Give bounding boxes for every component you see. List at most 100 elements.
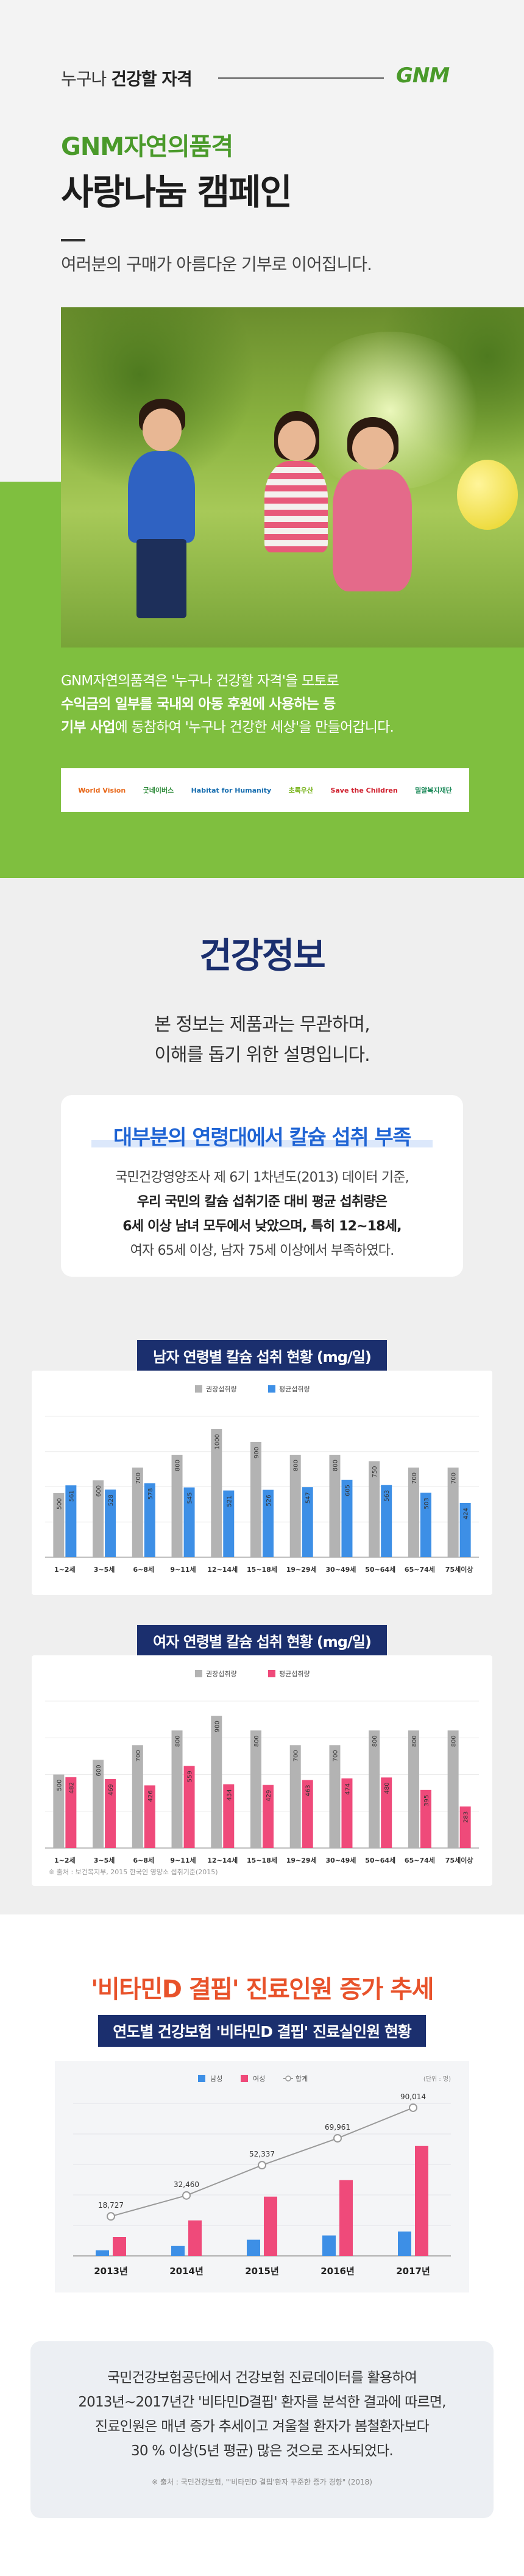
category-label: 50~64세 <box>365 1565 395 1574</box>
total-point <box>107 2212 115 2221</box>
bar <box>183 1487 195 1557</box>
category-label: 2015년 <box>245 2266 279 2277</box>
note-line: 본 정보는 제품과는 무관하며, <box>154 1014 370 1035</box>
vitd-chart: 남성 여성 합계 (단위 : 명) 2013년 2014년 2015년 2016년 2017년 1… <box>55 2061 469 2292</box>
boy-shirt <box>128 451 195 543</box>
desc-line: GNM자연의품격은 '누구나 건강할 자격'을 모토로 <box>61 673 339 689</box>
bar <box>420 1493 431 1557</box>
bar-value-label: 528 <box>108 1494 115 1506</box>
title-rule <box>61 239 85 241</box>
vitd-line: 진료인원은 매년 증가 추세이고 겨울철 환자가 봄철환자보다 <box>94 2419 430 2435</box>
card-title: 대부분의 연령대에서 칼슘 섭취 부족 <box>113 1126 412 1150</box>
category-label: 50~64세 <box>365 1856 395 1864</box>
category-label: 12~14세 <box>207 1565 238 1574</box>
bar-value-label: 700 <box>135 1472 142 1484</box>
girl-dress-pink <box>333 469 412 591</box>
bar <box>263 1490 274 1557</box>
bar <box>341 1479 353 1557</box>
bar-value-label: 700 <box>332 1750 339 1761</box>
bar <box>381 1777 392 1848</box>
vitd-line: 2013년~2017년간 '비타민D결핍' 환자를 분석한 결과에 따르면, <box>78 2394 446 2410</box>
card-line: 여자 65세 이상, 남자 75세 이상에서 부족하였다. <box>130 1243 395 1258</box>
bar-value-label: 900 <box>253 1447 260 1458</box>
bar-value-label: 469 <box>108 1784 115 1796</box>
bar <box>53 1493 65 1557</box>
category-label: 2017년 <box>396 2266 430 2277</box>
bar <box>289 1745 301 1848</box>
category-label: 3~5세 <box>94 1856 115 1864</box>
bar-value-label: 521 <box>226 1496 233 1507</box>
bar <box>459 1502 471 1557</box>
chart-svg: 권장섭취량 평균섭취량 500 561 1~2세 600 528 3~5세 700 578 6~8세… <box>45 1385 479 1574</box>
legend-label: 여성 <box>253 2075 265 2083</box>
vitd-title: '비타민D 결핍' 진료인원 증가 추세 <box>91 1975 434 2003</box>
bar <box>211 1429 222 1557</box>
bar <box>459 1806 471 1848</box>
bar <box>408 1468 419 1557</box>
total-point <box>258 2161 266 2170</box>
legend-label: 권장섭취량 <box>206 1385 237 1393</box>
desc-line: 수익금의 일부를 국내외 아동 후원에 사용하는 등 <box>61 696 336 712</box>
bar <box>93 1760 104 1848</box>
bar <box>250 1730 261 1848</box>
bar <box>247 2239 260 2256</box>
bar-value-label: 605 <box>344 1485 351 1496</box>
tagline-rule <box>218 77 384 79</box>
sunlight-glow <box>292 332 487 490</box>
bar <box>188 2220 202 2256</box>
category-label: 2014년 <box>169 2266 204 2277</box>
bar-value-label: 474 <box>344 1783 351 1795</box>
bar-value-label: 561 <box>68 1490 75 1502</box>
bar-value-label: 800 <box>332 1460 339 1471</box>
category-label: 6~8세 <box>133 1565 154 1574</box>
total-value-label: 32,460 <box>174 2180 199 2189</box>
legend-label: 합계 <box>296 2075 308 2083</box>
category-label: 15~18세 <box>247 1856 277 1864</box>
legend-swatch <box>195 1670 202 1677</box>
bar <box>96 2250 109 2256</box>
health-title: 건강정보 <box>199 935 325 976</box>
bar <box>183 1766 195 1848</box>
total-point <box>182 2191 191 2200</box>
bar-value-label: 426 <box>147 1790 154 1802</box>
bar-value-label: 700 <box>135 1750 142 1761</box>
bar-value-label: 429 <box>266 1790 272 1802</box>
card-line: 국민건강영양조사 제 6기 1차년도(2013) 데이터 기준, <box>115 1170 409 1185</box>
child-head <box>352 427 394 469</box>
card-body: 국민건강영양조사 제 6기 1차년도(2013) 데이터 기준, 우리 국민의 … <box>0 1166 524 1263</box>
partner-green-umbrella: 초록우산 <box>288 787 314 794</box>
bar <box>171 1730 183 1848</box>
desc-line: 기부 사업에 동참하여 '누구나 건강한 세상'을 만들어갑니다. <box>61 719 394 735</box>
category-label: 1~2세 <box>54 1856 76 1864</box>
bar-value-label: 700 <box>293 1750 300 1761</box>
male-chart-title: 남자 연령별 칼슘 섭취 현황 (mg/일) <box>0 1340 524 1371</box>
bar-value-label: 800 <box>175 1735 182 1747</box>
bar <box>65 1485 77 1557</box>
category-label: 19~29세 <box>286 1565 317 1574</box>
legend-swatch <box>268 1670 275 1677</box>
bar-value-label: 800 <box>293 1460 300 1471</box>
category-label: 15~18세 <box>247 1565 277 1574</box>
bar-value-label: 545 <box>187 1493 194 1504</box>
bar-value-label: 800 <box>253 1735 260 1747</box>
bar <box>171 2246 185 2256</box>
bar-value-label: 900 <box>214 1721 221 1732</box>
title-highlight <box>91 1140 433 1147</box>
health-source: ※ 출처 : 보건복지부, 2015 한국인 영양소 섭취기준(2015) <box>49 1868 218 1876</box>
bar-value-label: 463 <box>305 1785 312 1796</box>
vitd-line: 30 % 이상(5년 평균) 많은 것으로 조사되었다. <box>131 2443 394 2459</box>
category-label: 30~49세 <box>325 1565 356 1574</box>
bar-value-label: 1000 <box>214 1434 221 1449</box>
category-label: 9~11세 <box>170 1856 196 1864</box>
vitd-card <box>30 2341 494 2518</box>
bar-value-label: 800 <box>372 1735 378 1747</box>
total-value-label: 52,337 <box>249 2150 275 2158</box>
bar <box>132 1745 143 1848</box>
total-value-label: 69,961 <box>325 2123 350 2132</box>
category-label: 19~29세 <box>286 1856 317 1864</box>
vitd-line: 국민건강보험공단에서 건강보험 진료데이터를 활용하여 <box>107 2370 417 2386</box>
vitd-subtitle: 연도별 건강보험 '비타민D 결핍' 진료실인원 현황 <box>0 2015 524 2047</box>
legend-swatch <box>241 2075 248 2082</box>
bar <box>132 1468 143 1557</box>
legend-label: 권장섭취량 <box>206 1670 237 1678</box>
